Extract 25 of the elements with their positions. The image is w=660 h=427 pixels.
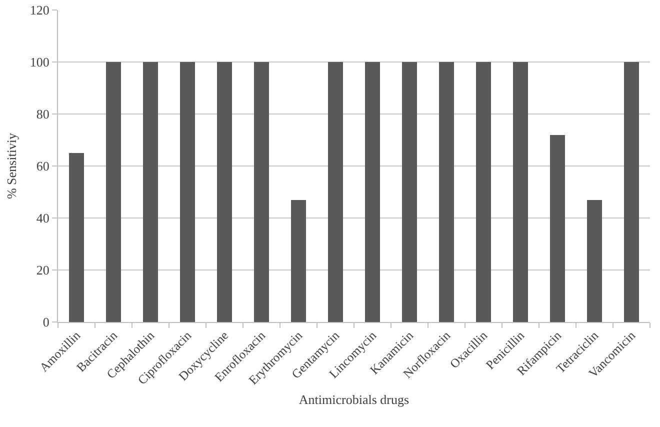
bar <box>69 153 84 322</box>
bar <box>587 200 602 322</box>
bar <box>180 62 195 322</box>
bar <box>217 62 232 322</box>
bar <box>402 62 417 322</box>
y-tick-label: 60 <box>36 158 50 174</box>
y-tick-label: 80 <box>36 106 50 122</box>
y-tick-label: 0 <box>42 314 50 330</box>
bar <box>143 62 158 322</box>
x-axis-title: Antimicrobials drugs <box>298 392 410 407</box>
bar <box>439 62 454 322</box>
bar <box>328 62 343 322</box>
y-tick-label: 20 <box>36 262 50 278</box>
bar <box>291 200 306 322</box>
bar <box>365 62 380 322</box>
y-tick-label: 100 <box>30 54 50 70</box>
y-tick-label: 120 <box>30 2 50 18</box>
bar <box>106 62 121 322</box>
bar <box>513 62 528 322</box>
bar <box>550 135 565 322</box>
bar <box>254 62 269 322</box>
bar <box>476 62 491 322</box>
bar <box>624 62 639 322</box>
y-axis-title: % Sensitiviy <box>4 132 19 200</box>
y-tick-label: 40 <box>36 210 50 226</box>
